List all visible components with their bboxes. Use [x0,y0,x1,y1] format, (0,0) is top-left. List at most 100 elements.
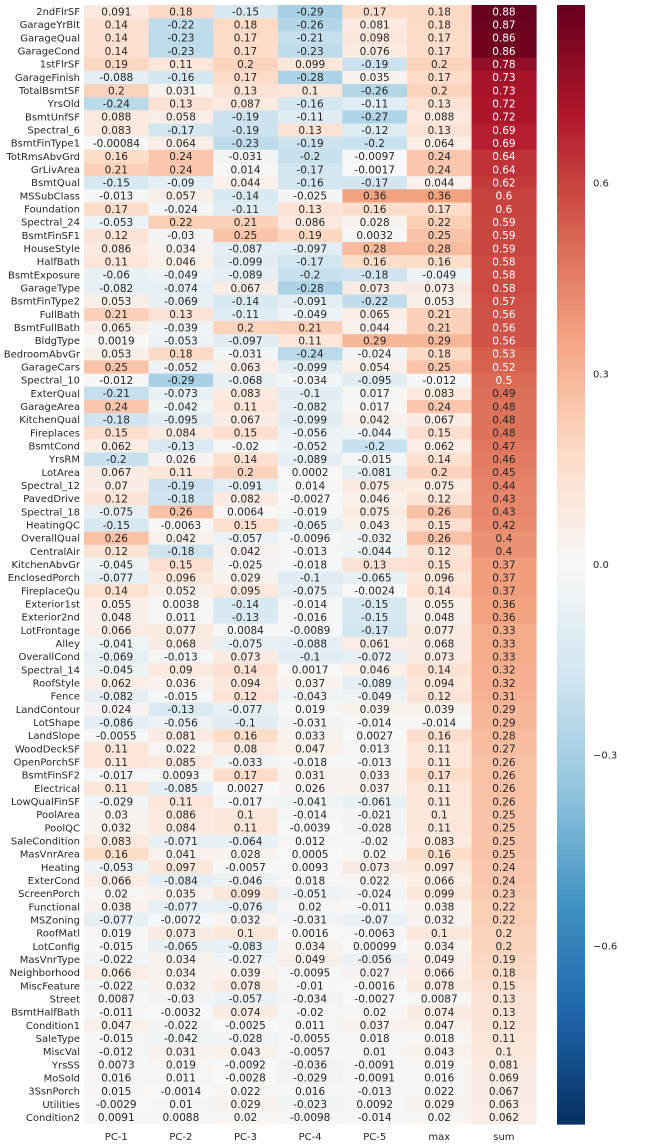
heatmap-cell [277,702,343,717]
heatmap-cell [148,755,214,769]
row-label: WoodDeckSF [15,744,80,755]
colorbar-segment [557,951,585,957]
heatmap-cell [342,44,408,59]
heatmap-cell [277,768,343,783]
cell-value-label: 0.6 [496,191,513,203]
heatmap-cell [213,268,279,282]
heatmap-cell [213,966,279,980]
cell-value-label: 0.37 [492,586,515,598]
heatmap-cell [84,426,149,440]
cell-value-label: 0.073 [230,651,260,663]
row-label: BedroomAbvGr [4,349,81,360]
cell-value-label: -0.088 [293,638,327,650]
cell-value-label: 0.035 [166,888,196,900]
heatmap-cell [277,83,343,98]
heatmap-cell [277,334,343,348]
cell-value-label: 0.26 [428,507,452,519]
cell-value-label: 0.083 [101,836,131,848]
cell-value-label: 0.086 [101,243,131,255]
cell-value-label: 0.16 [105,849,129,861]
column-label: PC-1 [105,1132,128,1143]
heatmap-cell [213,228,279,243]
heatmap-cell [407,623,472,638]
cell-value-label: 0.02 [298,902,321,914]
heatmap-cell [407,518,472,532]
heatmap-cell [213,386,279,401]
heatmap-cell [471,228,537,243]
cell-value-label: 0.29 [428,336,451,348]
heatmap-cell [471,715,537,730]
cell-value-label: -0.28 [297,72,324,84]
heatmap-cell [342,149,408,164]
heatmap-cell [148,979,214,993]
cell-value-label: 0.037 [360,783,390,795]
colorbar-segment [557,513,585,520]
heatmap-cell [277,228,343,243]
cell-value-label: -0.27 [361,112,388,124]
heatmap-cell [277,781,343,796]
cell-value-label: 0.034 [295,941,325,953]
heatmap-cell [277,689,343,704]
heatmap-cell [471,413,537,427]
colorbar-segment [557,305,585,311]
heatmap-cell [148,966,214,980]
heatmap-cell [213,1045,279,1059]
colorbar-segment [557,676,585,683]
heatmap-cell [277,834,343,848]
cell-value-label: 0.2 [431,59,448,71]
heatmap-cell [342,676,408,690]
heatmap-cell [277,255,343,269]
heatmap-cell [407,478,472,493]
heatmap-cell [277,1071,343,1085]
colorbar: 0.60.30.0−0.3−0.6 [557,5,617,1125]
colorbar-segment [557,1093,585,1100]
heatmap-cell [471,821,537,835]
cell-value-label: -0.056 [164,717,198,729]
cell-value-label: 0.035 [360,72,390,84]
column-label: PC-4 [299,1132,322,1143]
colorbar-segment [557,116,585,123]
cell-value-label: 0.055 [101,599,131,611]
colorbar-segment [557,193,585,199]
cell-value-label: -0.056 [358,954,392,966]
cell-value-label: 0.062 [101,678,131,690]
heatmap-cell [277,215,343,230]
colorbar-segment [557,569,585,576]
cell-value-label: 0.088 [424,112,454,124]
cell-value-label: 0.59 [492,217,515,229]
heatmap-cell [471,1084,537,1099]
cell-value-label: -0.087 [229,243,263,255]
heatmap-cell [471,913,537,927]
heatmap-cell [213,663,279,677]
colorbar-segment [557,752,585,759]
heatmap-cell [213,1097,279,1112]
cell-value-label: 0.48 [492,401,515,413]
cell-value-label: 0.0019 [98,336,135,348]
colorbar-segment [557,681,585,688]
colorbar-segment [557,890,585,896]
cell-value-label: 0.043 [424,1046,454,1058]
heatmap-cell [148,399,214,414]
cell-value-label: -0.025 [229,559,263,571]
cell-value-label: 0.027 [360,967,390,979]
cell-value-label: 0.18 [492,967,515,979]
heatmap-cell [407,1018,472,1033]
cell-value-label: 0.2 [431,85,448,97]
colorbar-segment [557,172,585,179]
row-label: Neighborhood [10,968,80,979]
heatmap-cell [277,979,343,993]
colorbar-segment [557,834,585,840]
cell-value-label: 0.029 [424,1099,454,1111]
heatmap-cell [471,97,537,111]
colorbar-segment [557,452,585,459]
cell-value-label: 0.064 [424,138,454,150]
heatmap-cell [148,228,214,243]
heatmap-cell [471,663,537,677]
heatmap-cell [84,399,149,414]
heatmap-cell [213,1084,279,1099]
row-label: MSSubClass [20,191,80,202]
row-label: ScreenPorch [18,889,80,900]
heatmap-cell [407,808,472,822]
cell-value-label: -0.0063 [161,520,202,532]
heatmap-cell [277,162,343,177]
